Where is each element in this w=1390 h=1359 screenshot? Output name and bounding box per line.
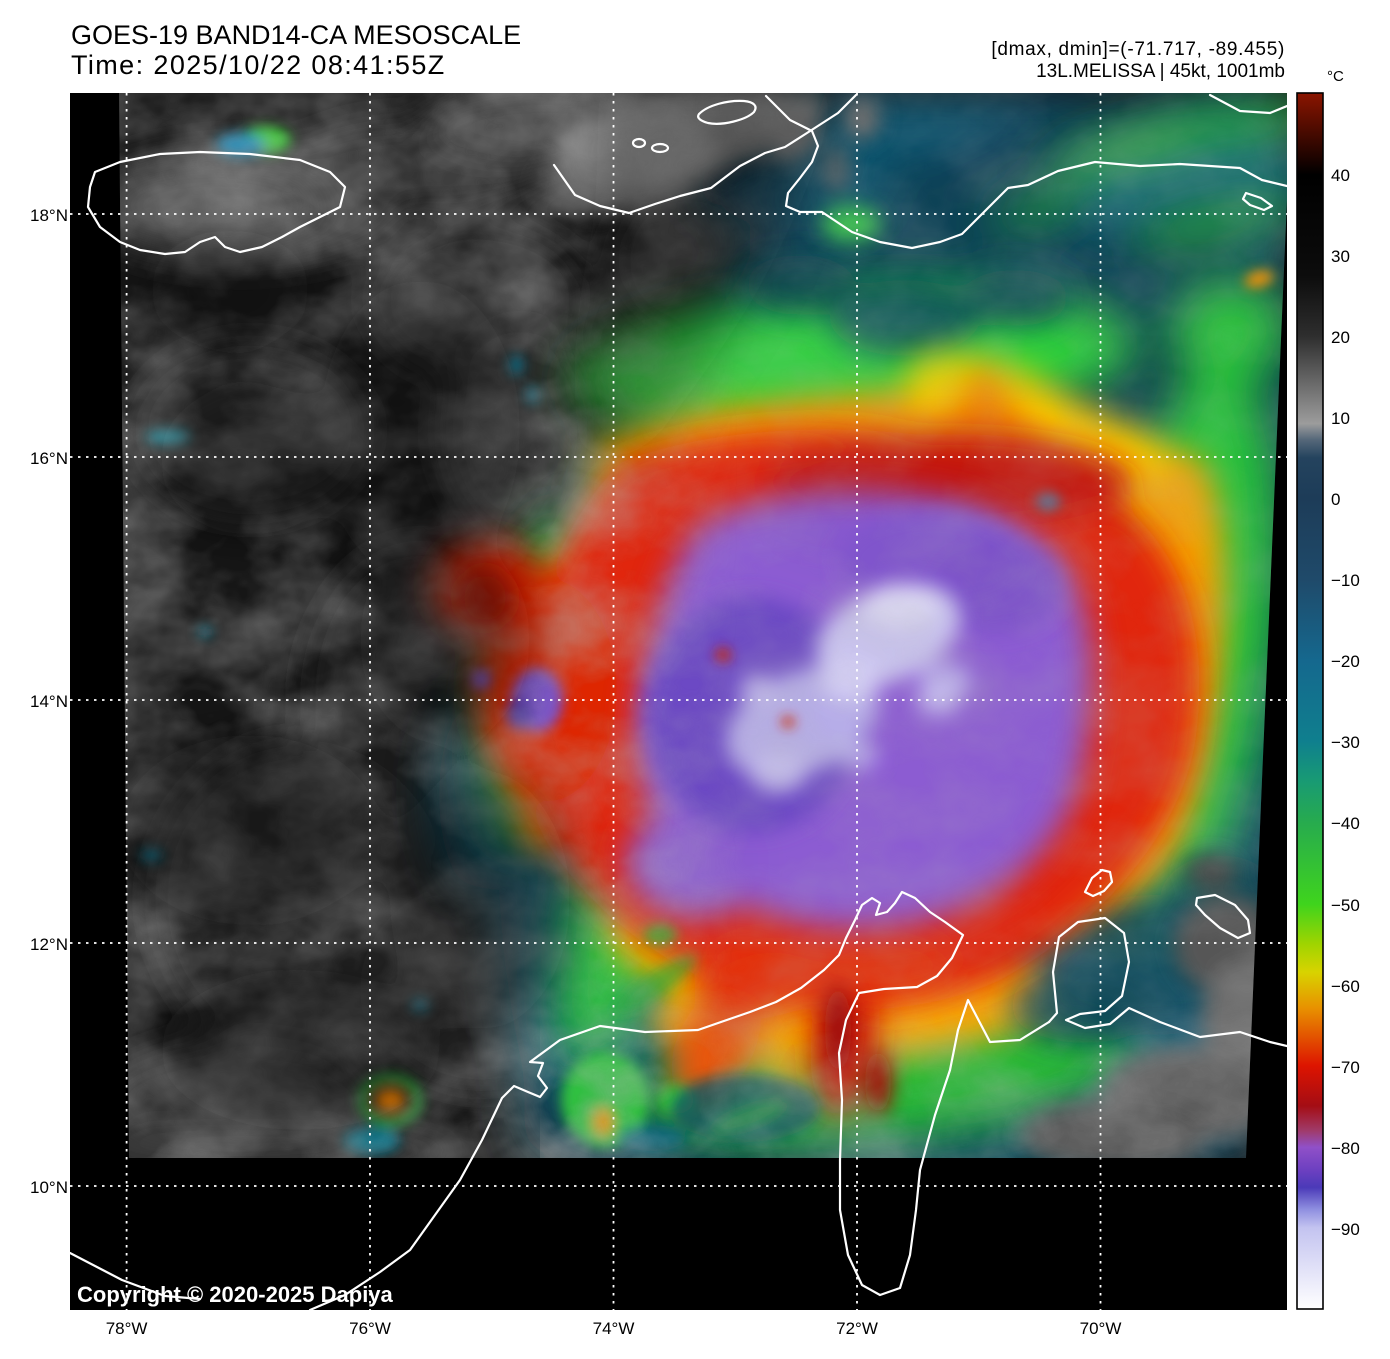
svg-text:0: 0 xyxy=(1331,490,1340,509)
svg-text:°C: °C xyxy=(1327,68,1344,85)
svg-text:−60: −60 xyxy=(1331,977,1360,996)
svg-text:−80: −80 xyxy=(1331,1139,1360,1158)
svg-text:10°N: 10°N xyxy=(30,1178,68,1197)
svg-text:12°N: 12°N xyxy=(30,935,68,954)
svg-text:−30: −30 xyxy=(1331,733,1360,752)
svg-text:−10: −10 xyxy=(1331,571,1360,590)
svg-text:70°W: 70°W xyxy=(1080,1319,1122,1338)
svg-text:−70: −70 xyxy=(1331,1058,1360,1077)
svg-text:Copyright © 2020-2025 Dapiya: Copyright © 2020-2025 Dapiya xyxy=(77,1282,394,1307)
svg-text:78°W: 78°W xyxy=(106,1319,148,1338)
svg-text:13L.MELISSA | 45kt, 1001mb: 13L.MELISSA | 45kt, 1001mb xyxy=(1036,61,1285,82)
svg-text:Time: 2025/10/22 08:41:55Z: Time: 2025/10/22 08:41:55Z xyxy=(71,50,446,80)
svg-text:GOES-19 BAND14-CA MESOSCALE: GOES-19 BAND14-CA MESOSCALE xyxy=(71,20,521,50)
svg-text:10: 10 xyxy=(1331,409,1350,428)
svg-text:[dmax, dmin]=(-71.717, -89.455: [dmax, dmin]=(-71.717, -89.455) xyxy=(991,39,1285,60)
svg-text:18°N: 18°N xyxy=(30,206,68,225)
svg-text:74°W: 74°W xyxy=(593,1319,635,1338)
svg-text:−50: −50 xyxy=(1331,896,1360,915)
svg-text:−20: −20 xyxy=(1331,652,1360,671)
svg-text:16°N: 16°N xyxy=(30,449,68,468)
svg-text:40: 40 xyxy=(1331,166,1350,185)
svg-text:−40: −40 xyxy=(1331,814,1360,833)
svg-text:14°N: 14°N xyxy=(30,692,68,711)
svg-text:30: 30 xyxy=(1331,247,1350,266)
svg-text:20: 20 xyxy=(1331,328,1350,347)
svg-text:−90: −90 xyxy=(1331,1220,1360,1239)
svg-text:72°W: 72°W xyxy=(836,1319,878,1338)
svg-text:76°W: 76°W xyxy=(349,1319,391,1338)
